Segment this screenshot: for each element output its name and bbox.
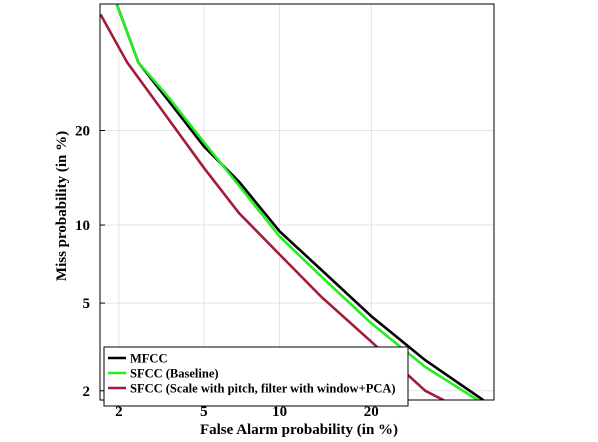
x-tick-label: 5 xyxy=(200,404,208,420)
x-tick-label: 10 xyxy=(272,404,287,420)
y-tick-label: 2 xyxy=(83,384,91,400)
x-tick-label: 20 xyxy=(364,404,379,420)
x-tick-label: 2 xyxy=(115,404,123,420)
legend-entry-2: SFCC (Baseline) xyxy=(130,367,219,381)
legend-box xyxy=(103,346,409,407)
x-axis-label: False Alarm probability (in %) xyxy=(200,422,398,438)
legend-entry-1: MFCC xyxy=(130,352,168,366)
y-tick-label: 20 xyxy=(75,123,90,139)
series-line-2 xyxy=(115,4,479,400)
y-tick-label: 10 xyxy=(75,218,90,234)
y-tick-label: 5 xyxy=(83,296,91,312)
y-axis-label: Miss probability (in %) xyxy=(54,131,70,281)
grid-lines xyxy=(100,4,494,400)
legend-entry-3: SFCC (Scale with pitch, filter with wind… xyxy=(130,382,396,396)
tick-labels: 2 5 10 20 2 5 10 20 xyxy=(75,123,379,420)
